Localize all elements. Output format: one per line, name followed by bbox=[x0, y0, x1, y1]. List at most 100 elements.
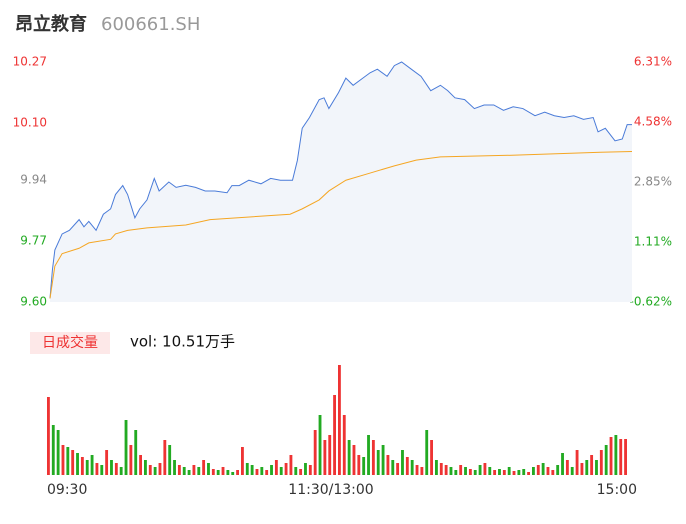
volume-bar bbox=[556, 465, 560, 475]
volume-bar bbox=[381, 445, 385, 475]
stock-name: 昂立教育 bbox=[15, 13, 87, 35]
volume-bar bbox=[522, 469, 526, 475]
volume-bar bbox=[614, 435, 618, 475]
price-area bbox=[50, 62, 632, 302]
volume-bar bbox=[575, 450, 579, 475]
y-tick-label: 10.10 bbox=[13, 115, 47, 129]
volume-bar bbox=[129, 445, 133, 475]
volume-bar bbox=[80, 457, 84, 475]
volume-bar bbox=[459, 465, 463, 475]
volume-bar bbox=[274, 460, 278, 475]
volume-bar bbox=[153, 467, 157, 475]
volume-bar bbox=[483, 463, 487, 475]
volume-bar bbox=[609, 437, 613, 475]
volume-bar bbox=[318, 415, 322, 475]
volume-bar bbox=[294, 467, 298, 475]
volume-bar bbox=[250, 465, 254, 475]
volume-bar bbox=[546, 467, 550, 475]
y2-tick-label: 6.31% bbox=[634, 55, 672, 69]
volume-bar bbox=[279, 467, 283, 475]
volume-bar bbox=[478, 465, 482, 475]
volume-bar bbox=[405, 457, 409, 475]
volume-bar bbox=[401, 450, 404, 475]
volume-bar bbox=[425, 430, 429, 475]
volume-bar bbox=[163, 440, 167, 475]
volume-bar bbox=[415, 465, 419, 475]
volume-bar bbox=[51, 425, 55, 475]
volume-bar bbox=[114, 463, 118, 475]
volume-bar bbox=[71, 450, 75, 475]
volume-bar bbox=[391, 460, 395, 475]
x-tick-label: 09:30 bbox=[47, 482, 87, 498]
volume-bar bbox=[47, 397, 50, 475]
volume-bar bbox=[255, 469, 259, 475]
volume-bar bbox=[105, 450, 109, 475]
average-line bbox=[49, 151, 633, 299]
volume-bar bbox=[284, 463, 288, 475]
volume-bar bbox=[158, 463, 162, 475]
volume-bar bbox=[420, 467, 424, 475]
volume-bar bbox=[386, 455, 390, 475]
volume-bar bbox=[357, 455, 361, 475]
y2-tick-label: 4.58% bbox=[634, 114, 672, 128]
volume-bar bbox=[270, 465, 273, 475]
volume-bar bbox=[580, 463, 584, 475]
volume-bar bbox=[473, 470, 477, 475]
volume-bar bbox=[396, 463, 400, 475]
volume-bar bbox=[347, 440, 351, 475]
volume-bar bbox=[177, 465, 181, 475]
volume-bar bbox=[464, 467, 467, 475]
volume-bar bbox=[493, 470, 497, 475]
volume-bar bbox=[207, 463, 210, 475]
volume-bar bbox=[410, 460, 414, 475]
volume-bar bbox=[85, 460, 89, 475]
volume-bar bbox=[144, 460, 147, 475]
volume-bar bbox=[216, 470, 220, 475]
volume-bar bbox=[604, 445, 608, 475]
volume-bar bbox=[110, 460, 113, 475]
volume-bar bbox=[541, 463, 545, 475]
volume-bar bbox=[260, 467, 264, 475]
volume-bar bbox=[376, 450, 380, 475]
volume-bar bbox=[231, 472, 235, 475]
volume-bar bbox=[619, 439, 623, 475]
volume-bar bbox=[561, 453, 564, 475]
volume-bar bbox=[202, 460, 206, 475]
volume-bar bbox=[173, 460, 176, 475]
volume-bar bbox=[328, 435, 332, 475]
volume-bar bbox=[468, 469, 472, 475]
volume-bar bbox=[66, 447, 70, 475]
y-tick-label: 9.60 bbox=[20, 295, 47, 309]
volume-bar bbox=[527, 472, 530, 475]
volume-bar bbox=[498, 469, 501, 475]
volume-bar bbox=[595, 460, 598, 475]
y-tick-label: 9.94 bbox=[20, 173, 47, 187]
volume-bar bbox=[371, 440, 375, 475]
price-line bbox=[49, 61, 632, 299]
volume-bar bbox=[95, 463, 99, 475]
volume-bar bbox=[148, 465, 152, 475]
volume-bar bbox=[119, 467, 123, 475]
volume-bar bbox=[444, 465, 448, 475]
volume-bar bbox=[430, 440, 433, 475]
volume-bar bbox=[192, 465, 196, 475]
stock-code: 600661.SH bbox=[101, 14, 200, 35]
volume-bar bbox=[624, 439, 627, 475]
volume-bar bbox=[289, 455, 293, 475]
volume-total: vol: 10.51万手 bbox=[130, 333, 235, 351]
volume-bar bbox=[313, 430, 317, 475]
volume-bar bbox=[299, 469, 303, 475]
volume-bar bbox=[90, 455, 94, 475]
volume-bar bbox=[241, 447, 244, 475]
volume-bar bbox=[502, 470, 506, 475]
volume-bar bbox=[124, 420, 128, 475]
y-tick-label: 10.27 bbox=[13, 55, 47, 69]
volume-bar bbox=[488, 467, 492, 475]
volume-bar bbox=[76, 453, 79, 475]
volume-bar bbox=[134, 430, 138, 475]
volume-bar bbox=[454, 470, 458, 475]
volume-bar bbox=[551, 470, 555, 475]
volume-bar bbox=[197, 467, 201, 475]
volume-bar bbox=[182, 467, 186, 475]
